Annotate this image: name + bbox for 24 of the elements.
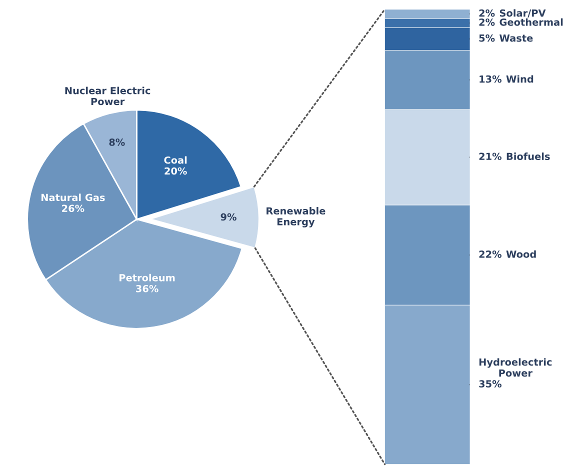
data-label: 21% [479, 152, 502, 160]
slice-label: Coal [164, 156, 187, 164]
slice-label: Petroleum [120, 274, 175, 282]
data-label: 9% [220, 213, 236, 221]
text: Biofuels [506, 152, 550, 160]
data-label: 13% [480, 75, 502, 83]
text: Geothermal [500, 18, 563, 26]
data-label: 2% [479, 9, 495, 17]
data-label: 22% [479, 250, 502, 258]
data-label: 36% [136, 284, 158, 292]
text: Wind [506, 75, 534, 83]
data-label: 8% [109, 138, 125, 146]
data-label: 20% [164, 167, 187, 175]
text: Wood [506, 250, 536, 258]
text: Waste [500, 34, 533, 42]
slice-label: Natural Gas [41, 194, 105, 202]
data-label: 26% [62, 204, 84, 212]
data-label: 35% [479, 380, 502, 388]
slice-label: Nuclear Electric Power [65, 86, 150, 106]
data-label: 2% [479, 18, 495, 26]
series-label: Hydroelectric Power [479, 358, 552, 377]
text: Solar/PV [500, 9, 546, 18]
data-label: 5% [479, 34, 495, 42]
slice-label: Renewable Energy [266, 207, 326, 228]
